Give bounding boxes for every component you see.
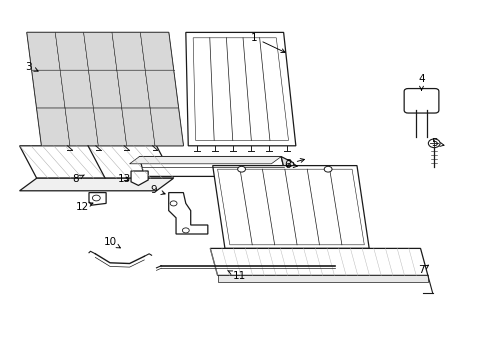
Text: 7: 7 (417, 265, 427, 275)
Polygon shape (88, 70, 122, 108)
Polygon shape (212, 166, 368, 248)
Polygon shape (168, 193, 207, 234)
Polygon shape (131, 171, 148, 185)
Polygon shape (217, 275, 427, 282)
Polygon shape (122, 108, 155, 146)
Text: 8: 8 (72, 174, 84, 184)
Polygon shape (129, 157, 281, 164)
Polygon shape (93, 108, 126, 146)
Polygon shape (150, 108, 183, 146)
Polygon shape (145, 70, 178, 108)
Circle shape (427, 139, 439, 148)
Polygon shape (185, 32, 295, 146)
Polygon shape (55, 32, 88, 70)
Text: 5: 5 (430, 138, 443, 148)
Circle shape (170, 201, 177, 206)
Text: 11: 11 (227, 271, 246, 282)
Polygon shape (140, 32, 173, 70)
Circle shape (182, 228, 189, 233)
Text: 13: 13 (118, 174, 131, 184)
Polygon shape (83, 32, 117, 70)
Circle shape (92, 195, 100, 201)
Polygon shape (89, 193, 106, 205)
Polygon shape (217, 169, 364, 245)
Polygon shape (139, 157, 285, 176)
Polygon shape (32, 70, 65, 108)
Polygon shape (20, 178, 173, 191)
Text: 12: 12 (75, 202, 93, 212)
Polygon shape (60, 70, 93, 108)
Text: 3: 3 (25, 62, 38, 72)
Circle shape (324, 166, 331, 172)
Text: 6: 6 (284, 160, 297, 170)
Text: 1: 1 (250, 33, 285, 53)
Polygon shape (20, 146, 173, 178)
Circle shape (237, 166, 245, 172)
Text: 2: 2 (285, 158, 304, 169)
Polygon shape (65, 108, 98, 146)
Text: 10: 10 (103, 237, 120, 248)
Polygon shape (210, 248, 427, 275)
Polygon shape (193, 38, 288, 140)
Polygon shape (117, 70, 150, 108)
Polygon shape (281, 157, 295, 176)
Polygon shape (112, 32, 145, 70)
FancyBboxPatch shape (403, 89, 438, 113)
Polygon shape (37, 108, 70, 146)
Text: 4: 4 (417, 74, 424, 90)
Text: 9: 9 (150, 185, 165, 195)
Polygon shape (27, 32, 60, 70)
Polygon shape (27, 32, 183, 146)
